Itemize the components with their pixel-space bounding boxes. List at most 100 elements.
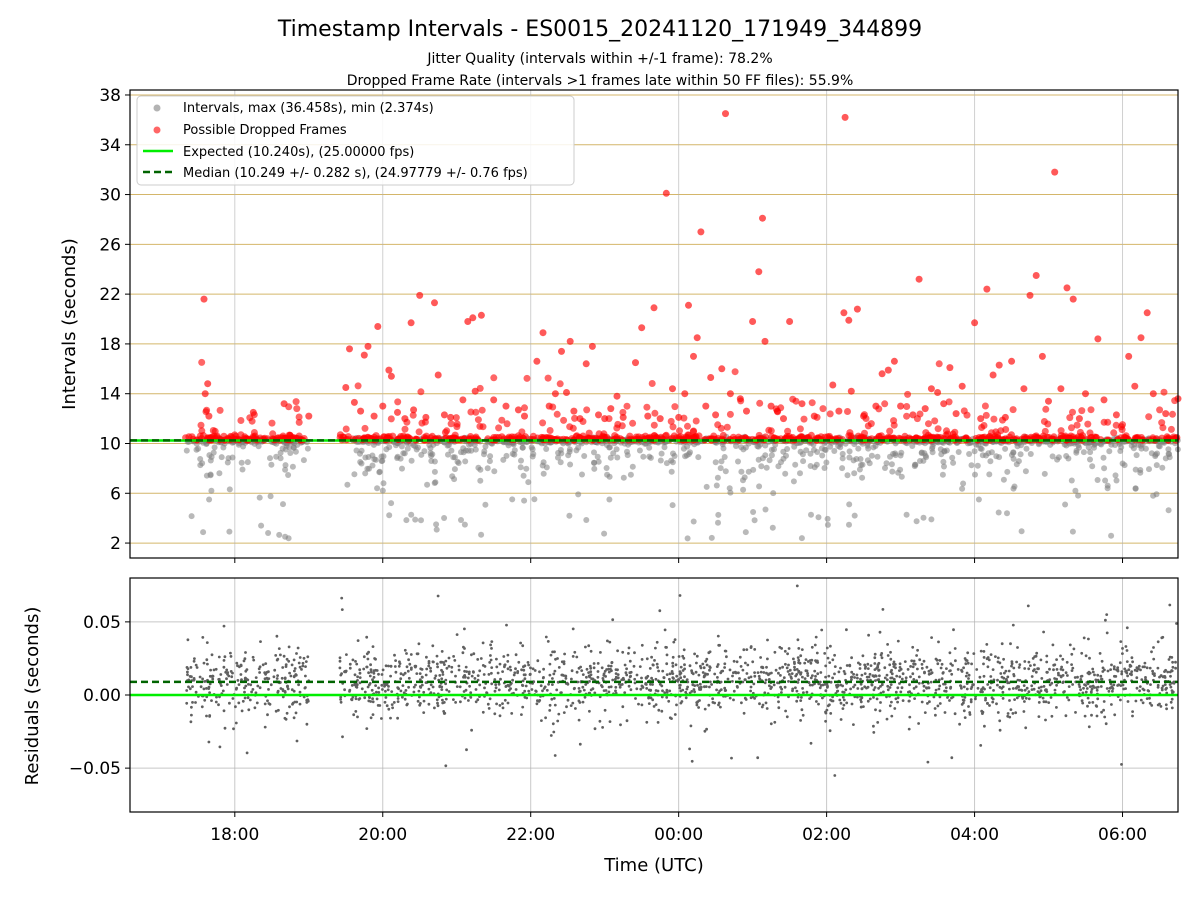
residual-point bbox=[811, 683, 814, 687]
interval-point bbox=[276, 531, 283, 538]
residual-point bbox=[960, 686, 963, 690]
residual-point bbox=[276, 689, 280, 693]
residual-point bbox=[996, 678, 999, 682]
residual-point bbox=[407, 658, 410, 662]
residual-point bbox=[670, 670, 674, 673]
dropped-point bbox=[342, 425, 350, 433]
residual-point bbox=[258, 671, 261, 674]
residual-point bbox=[429, 669, 433, 673]
residual-point bbox=[1095, 714, 1099, 718]
residual-point bbox=[365, 635, 369, 639]
interval-point bbox=[827, 443, 834, 450]
residual-point bbox=[1101, 670, 1105, 673]
residual-point bbox=[945, 667, 948, 670]
residual-point bbox=[441, 701, 445, 705]
residual-point bbox=[286, 684, 289, 688]
interval-point bbox=[376, 469, 383, 476]
residual-point bbox=[878, 674, 881, 678]
residual-point bbox=[784, 662, 787, 666]
residual-point bbox=[1011, 687, 1015, 690]
residual-point bbox=[470, 653, 473, 657]
interval-point bbox=[831, 448, 838, 454]
residual-point bbox=[496, 671, 500, 675]
residual-point bbox=[969, 687, 973, 690]
residual-point bbox=[985, 643, 989, 646]
residual-point bbox=[435, 654, 439, 658]
interval-point bbox=[722, 468, 729, 475]
interval-point bbox=[822, 447, 829, 453]
residual-point bbox=[1104, 722, 1108, 726]
interval-point bbox=[1080, 449, 1087, 456]
interval-point bbox=[751, 517, 758, 524]
interval-point bbox=[646, 453, 653, 460]
bottom-y-tick-label: 0.05 bbox=[83, 613, 121, 633]
residual-point bbox=[896, 639, 900, 643]
interval-point bbox=[974, 462, 981, 469]
dropped-outlier-point bbox=[958, 382, 966, 390]
residual-point bbox=[896, 686, 900, 690]
residual-point bbox=[1099, 674, 1103, 678]
interval-point bbox=[720, 445, 727, 452]
interval-point bbox=[890, 450, 897, 457]
residual-point bbox=[940, 662, 944, 666]
residual-point bbox=[358, 668, 362, 672]
top-y-tick-label: 18 bbox=[99, 335, 121, 355]
residual-point bbox=[498, 704, 502, 707]
residual-point bbox=[339, 695, 343, 699]
dropped-outlier-point bbox=[305, 412, 313, 420]
residual-point bbox=[298, 702, 302, 706]
residual-point bbox=[998, 719, 1002, 723]
interval-point bbox=[531, 496, 538, 503]
residual-point bbox=[875, 697, 879, 701]
residual-point bbox=[648, 667, 652, 670]
residual-point bbox=[483, 686, 486, 690]
residual-point bbox=[479, 657, 483, 660]
residual-point bbox=[795, 668, 799, 671]
residual-point bbox=[542, 667, 545, 671]
residual-point bbox=[1130, 670, 1134, 673]
residual-point bbox=[551, 677, 554, 680]
residual-point bbox=[387, 707, 391, 711]
residual-point bbox=[625, 673, 629, 677]
interval-point bbox=[378, 458, 385, 465]
residual-point bbox=[668, 716, 672, 720]
residual-point bbox=[1135, 666, 1139, 670]
legend-expected-label: Expected (10.240s), (25.00000 fps) bbox=[183, 145, 414, 160]
residual-point bbox=[962, 685, 966, 689]
residual-point bbox=[1135, 686, 1139, 690]
residual-point bbox=[677, 655, 681, 658]
interval-point bbox=[477, 466, 484, 473]
residual-point bbox=[514, 653, 518, 657]
dropped-point bbox=[354, 382, 362, 390]
residual-point bbox=[383, 684, 386, 688]
bottom-reference-lines bbox=[130, 680, 1178, 697]
dropped-point bbox=[951, 428, 959, 436]
residual-point bbox=[991, 668, 995, 671]
residual-point bbox=[841, 690, 845, 694]
dropped-outlier-point bbox=[595, 411, 602, 419]
dropped-outlier-point bbox=[350, 398, 358, 406]
residual-point bbox=[429, 666, 432, 670]
bottom-y-axis-ticks: −0.050.000.05 bbox=[69, 613, 130, 779]
residual-point bbox=[781, 665, 784, 669]
residual-point bbox=[527, 663, 530, 667]
residual-point bbox=[653, 659, 656, 662]
residual-point bbox=[838, 698, 842, 702]
dropped-point bbox=[1078, 407, 1086, 415]
residual-point bbox=[501, 670, 504, 673]
residual-point bbox=[824, 664, 828, 668]
residual-point bbox=[773, 720, 777, 724]
residual-point bbox=[1009, 708, 1013, 711]
residual-point bbox=[1042, 685, 1046, 688]
dropped-outlier-point bbox=[690, 352, 697, 360]
residual-point bbox=[888, 663, 892, 667]
interval-point bbox=[823, 459, 830, 466]
residual-point bbox=[909, 665, 912, 668]
residual-point bbox=[501, 706, 505, 710]
residual-point bbox=[1016, 685, 1020, 688]
interval-point bbox=[798, 535, 805, 542]
residual-point bbox=[362, 667, 366, 671]
residual-point bbox=[938, 702, 942, 705]
residual-point bbox=[1105, 687, 1109, 690]
